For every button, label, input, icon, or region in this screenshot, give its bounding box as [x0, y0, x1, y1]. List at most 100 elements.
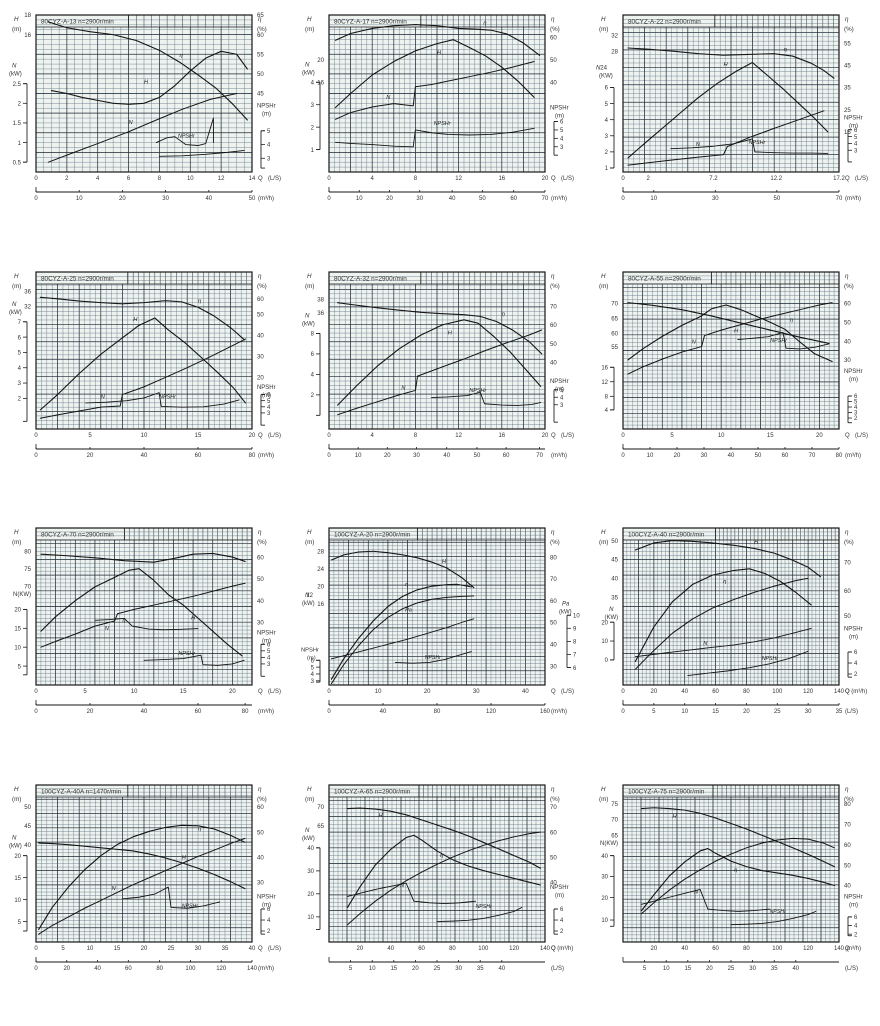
svg-text:20: 20	[14, 608, 21, 614]
svg-text:(%): (%)	[257, 283, 267, 290]
svg-text:80CYZ-A-55 n=2900r/min: 80CYZ-A-55 n=2900r/min	[628, 275, 701, 282]
svg-text:65: 65	[611, 315, 618, 322]
svg-text:35: 35	[835, 709, 842, 715]
svg-text:(%): (%)	[844, 283, 854, 290]
svg-text:20: 20	[119, 196, 126, 202]
svg-text:10: 10	[601, 918, 608, 924]
svg-text:100CYZ-A-40A n=1470r/min: 100CYZ-A-40A n=1470r/min	[41, 788, 122, 795]
svg-text:Q: Q	[551, 176, 556, 182]
svg-text:35: 35	[477, 965, 484, 971]
svg-text:30: 30	[700, 452, 707, 458]
svg-text:10: 10	[355, 452, 362, 458]
svg-text:(L/S): (L/S)	[268, 689, 281, 695]
svg-text:10: 10	[131, 689, 138, 695]
svg-text:NPSHr: NPSHr	[257, 384, 276, 390]
svg-text:75: 75	[611, 801, 618, 808]
svg-text:70: 70	[537, 452, 544, 458]
svg-text:40: 40	[792, 965, 799, 971]
svg-text:36: 36	[24, 288, 31, 295]
svg-text:η: η	[405, 582, 408, 588]
svg-text:30: 30	[195, 945, 202, 951]
svg-text:60: 60	[257, 804, 264, 811]
svg-text:(m): (m)	[599, 539, 608, 546]
svg-text:70: 70	[844, 560, 851, 567]
svg-text:20: 20	[141, 945, 148, 951]
svg-text:50: 50	[257, 311, 264, 318]
svg-text:40: 40	[499, 965, 506, 971]
svg-text:(m): (m)	[849, 376, 858, 382]
svg-text:15: 15	[712, 709, 719, 715]
svg-text:(%): (%)	[550, 26, 560, 33]
svg-text:(m): (m)	[599, 796, 608, 803]
svg-text:40: 40	[380, 709, 387, 715]
svg-text:80: 80	[156, 965, 163, 971]
svg-text:20: 20	[650, 945, 657, 951]
svg-text:50: 50	[844, 862, 851, 869]
svg-text:50: 50	[844, 319, 851, 326]
svg-text:10: 10	[76, 196, 83, 202]
svg-text:H: H	[601, 786, 606, 793]
svg-text:N: N	[12, 834, 17, 841]
svg-text:NPSHr: NPSHr	[257, 103, 276, 109]
svg-text:50: 50	[754, 452, 761, 458]
svg-text:NPSHr: NPSHr	[182, 903, 198, 909]
svg-text:10: 10	[87, 945, 94, 951]
svg-text:H: H	[307, 16, 312, 23]
svg-text:50: 50	[611, 538, 618, 545]
svg-text:30: 30	[456, 965, 463, 971]
svg-text:(m³/h): (m³/h)	[258, 965, 274, 971]
svg-text:NPSHr: NPSHr	[470, 388, 487, 394]
svg-text:η: η	[845, 529, 849, 536]
svg-text:η: η	[783, 47, 786, 53]
svg-text:20: 20	[542, 432, 549, 438]
svg-text:40: 40	[205, 196, 212, 202]
svg-text:120: 120	[803, 689, 814, 695]
svg-text:(kW): (kW)	[9, 842, 22, 849]
svg-text:70: 70	[550, 804, 557, 811]
svg-text:(m³/h): (m³/h)	[258, 709, 274, 715]
svg-text:(kW): (kW)	[302, 601, 315, 607]
svg-text:60: 60	[257, 554, 264, 561]
svg-text:10: 10	[369, 965, 376, 971]
svg-text:80: 80	[835, 452, 842, 458]
svg-text:30: 30	[550, 663, 557, 670]
svg-text:35: 35	[222, 945, 229, 951]
svg-text:NPSHr: NPSHr	[178, 134, 195, 140]
svg-text:10: 10	[663, 965, 670, 971]
svg-text:80: 80	[242, 709, 249, 715]
svg-text:NPSHr: NPSHr	[301, 648, 319, 654]
svg-text:H: H	[14, 16, 19, 23]
svg-text:(m³/h): (m³/h)	[845, 196, 861, 202]
svg-text:40: 40	[24, 841, 31, 848]
svg-text:H: H	[601, 16, 606, 23]
svg-text:20: 20	[386, 196, 393, 202]
svg-text:16: 16	[318, 601, 325, 608]
svg-text:60: 60	[550, 35, 557, 42]
svg-text:(m): (m)	[12, 796, 21, 803]
svg-text:(L/S): (L/S)	[268, 176, 281, 182]
svg-text:24: 24	[318, 566, 325, 573]
svg-text:20: 20	[87, 452, 94, 458]
svg-text:50: 50	[474, 452, 481, 458]
svg-text:70: 70	[318, 804, 325, 811]
svg-text:75: 75	[24, 566, 31, 573]
svg-text:(kW): (kW)	[9, 71, 22, 78]
svg-text:N: N	[305, 826, 310, 833]
svg-text:NPSHr: NPSHr	[844, 626, 863, 632]
svg-text:NPSHr: NPSHr	[770, 337, 787, 343]
svg-text:40: 40	[550, 359, 557, 366]
svg-text:(kW): (kW)	[302, 69, 315, 76]
svg-text:(KW): (KW)	[599, 72, 613, 79]
svg-text:30: 30	[257, 353, 264, 360]
svg-text:30: 30	[257, 620, 264, 627]
svg-text:NPSHr: NPSHr	[844, 894, 863, 900]
svg-text:η: η	[551, 273, 555, 280]
svg-text:Pa: Pa	[405, 608, 412, 614]
svg-text:80CYZ-A-25 n=2900r/min: 80CYZ-A-25 n=2900r/min	[41, 275, 114, 282]
svg-text:η: η	[198, 826, 201, 832]
svg-text:140: 140	[834, 945, 845, 951]
svg-text:38: 38	[318, 296, 325, 303]
svg-text:40: 40	[249, 945, 256, 951]
svg-text:20: 20	[308, 892, 315, 898]
svg-text:(m): (m)	[599, 283, 608, 290]
